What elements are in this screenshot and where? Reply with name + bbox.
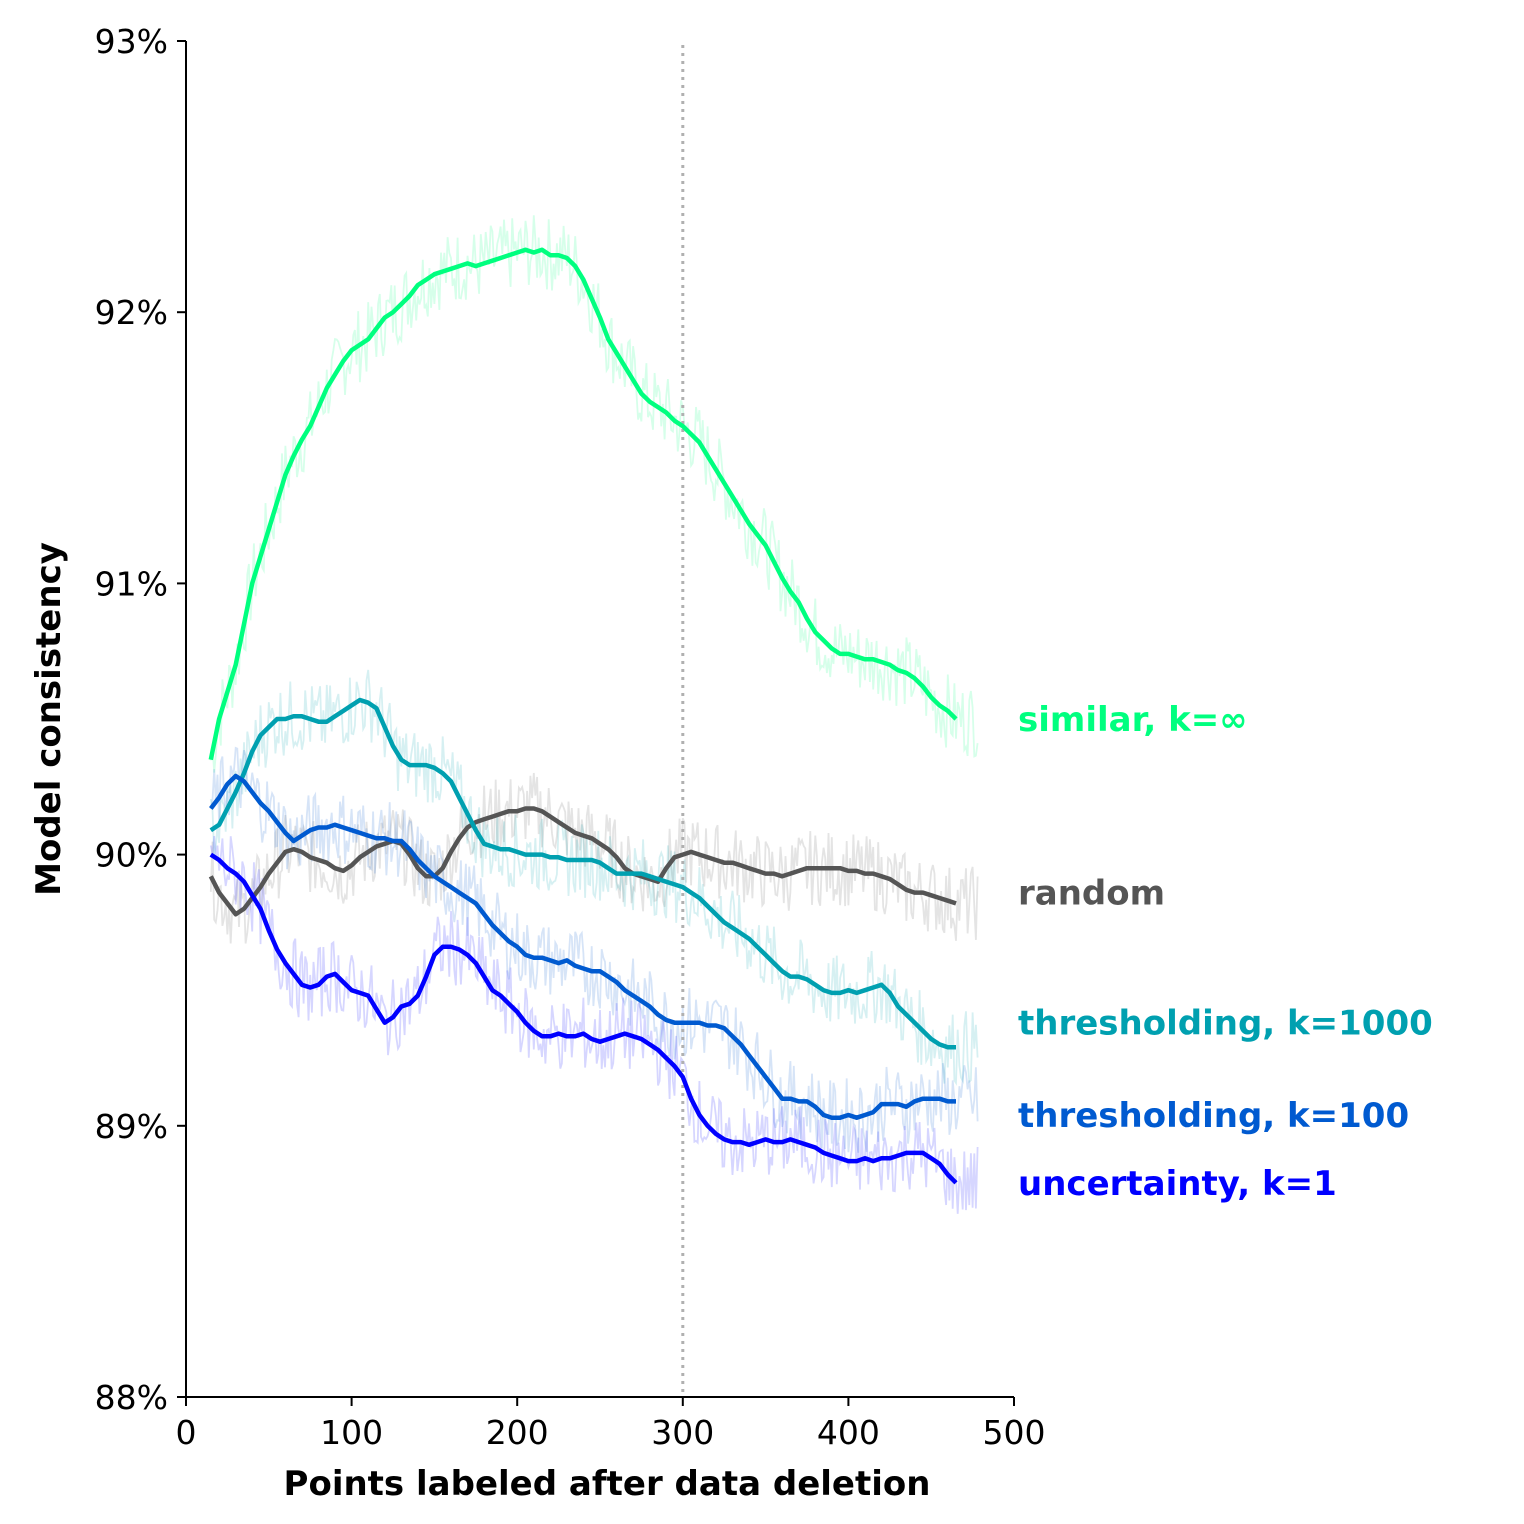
series-label-2: thresholding, k=1000 — [1018, 1004, 1433, 1044]
y-axis-title: Model consistency — [29, 542, 69, 896]
series-line-4 — [209, 852, 958, 1185]
series-line-3 — [209, 773, 956, 1120]
y-tick-label: 93% — [95, 22, 168, 61]
x-tick-label: 400 — [817, 1413, 880, 1452]
series-labels: similar, k=∞ random thresholding, k=1000 th… — [1018, 700, 1433, 1204]
raw-trace-3 — [209, 746, 979, 1153]
y-tick-label: 91% — [95, 564, 168, 603]
y-tick-label: 89% — [95, 1107, 168, 1146]
x-tick-label: 300 — [651, 1413, 714, 1452]
x-tick-label: 500 — [983, 1413, 1046, 1452]
raw-noise-layer — [209, 215, 979, 1214]
y-axis-ticks: 88% 89% 90% 91% 92% 93% — [95, 22, 186, 1417]
y-tick-label: 88% — [95, 1378, 168, 1417]
series-layer — [208, 247, 958, 1185]
x-axis-ticks: 0 100 200 300 400 500 — [176, 1397, 1046, 1452]
series-line-2 — [209, 697, 956, 1050]
raw-trace-2 — [209, 669, 979, 1086]
y-tick-label: 90% — [95, 836, 168, 875]
x-tick-label: 100 — [320, 1413, 383, 1452]
y-tick-label: 92% — [95, 293, 168, 332]
series-line-0 — [208, 247, 958, 761]
series-label-3: thresholding, k=100 — [1018, 1096, 1409, 1136]
series-label-1: random — [1018, 874, 1165, 914]
x-tick-label: 200 — [486, 1413, 549, 1452]
series-label-0: similar, k=∞ — [1018, 700, 1248, 740]
x-axis-title: Points labeled after data deletion — [284, 1464, 931, 1504]
raw-trace-1 — [209, 772, 979, 944]
series-line-1 — [208, 806, 957, 917]
x-tick-label: 0 — [176, 1413, 197, 1452]
raw-trace-0 — [209, 215, 979, 773]
series-label-4: uncertainty, k=1 — [1018, 1164, 1337, 1204]
